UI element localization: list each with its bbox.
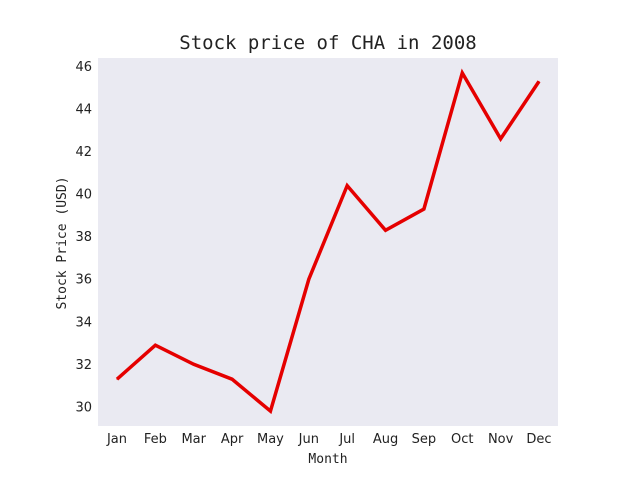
y-tick-label: 32 [75, 358, 92, 373]
data-point [193, 363, 195, 365]
data-point [231, 378, 233, 380]
data-point [500, 138, 502, 140]
y-tick-label: 38 [75, 230, 92, 245]
x-tick-label: Nov [488, 432, 514, 447]
series-group [115, 68, 541, 415]
data-point [269, 410, 271, 412]
x-tick-label: Jan [106, 432, 127, 447]
y-tick-label: 34 [75, 315, 92, 330]
y-tick-label: 42 [75, 145, 92, 160]
x-tick-label: Feb [144, 432, 167, 447]
data-point [461, 72, 463, 74]
y-tick-label: 30 [75, 400, 92, 415]
y-axis-label: Stock Price (USD) [55, 176, 70, 309]
data-point [538, 80, 540, 82]
x-tick-label: Apr [221, 432, 244, 447]
data-point [346, 185, 348, 187]
x-tick-label: Jun [298, 432, 319, 447]
data-point [423, 208, 425, 210]
x-tick-label: May [257, 432, 284, 447]
y-tick-label: 46 [75, 60, 92, 75]
y-tick-label: 44 [75, 103, 92, 118]
series-line [115, 68, 541, 415]
x-tick-labels: Jan Feb Mar Apr May Jun Jul Aug Sep Oct Nov Dec [106, 432, 552, 447]
x-tick-label: Jul [338, 432, 355, 447]
x-tick-label: Oct [451, 432, 473, 447]
data-point [385, 229, 387, 231]
y-tick-label: 40 [75, 188, 92, 203]
x-tick-label: Dec [526, 432, 551, 447]
data-point [154, 344, 156, 346]
y-tick-labels: 30 32 34 36 38 40 42 44 46 [75, 60, 92, 415]
plot-area [98, 58, 558, 426]
x-tick-label: Mar [181, 432, 206, 447]
data-point [308, 278, 310, 280]
x-axis-label: Month [308, 452, 347, 467]
data-point [116, 378, 118, 380]
chart-title: Stock price of CHA in 2008 [179, 32, 476, 54]
y-tick-label: 36 [75, 273, 92, 288]
x-tick-label: Aug [373, 432, 398, 447]
x-tick-label: Sep [412, 432, 437, 447]
